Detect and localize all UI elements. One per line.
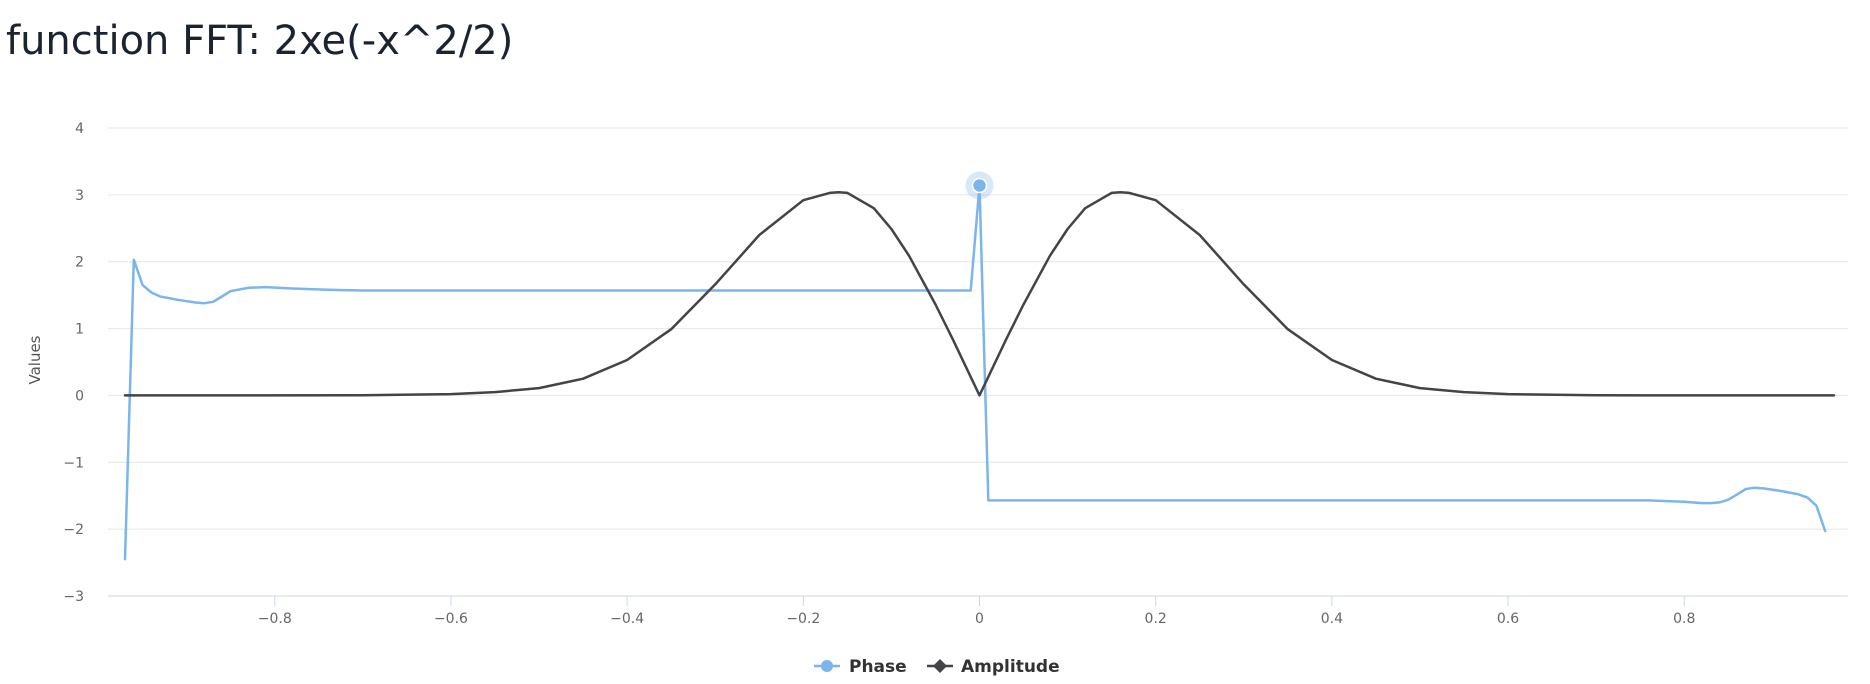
legend-item-amplitude[interactable]: Amplitude xyxy=(927,657,1060,677)
y-tick-label: −3 xyxy=(63,589,84,605)
hover-marker xyxy=(965,171,994,200)
y-tick-label: 2 xyxy=(75,255,84,271)
axes: −3 −2 −1 0 1 2 3 4 −0.8 −0.6 −0.4 −0.2 0 0.2 0.4 0.6 0.8… xyxy=(26,121,1848,627)
x-tick-label: 0 xyxy=(975,611,984,627)
y-tick-label: 4 xyxy=(75,121,84,137)
series-line-phase[interactable] xyxy=(123,184,1827,561)
x-tick-label: −0.4 xyxy=(610,611,644,627)
x-tick-label: 0.4 xyxy=(1321,611,1343,627)
legend-symbol-diamond xyxy=(933,659,947,673)
legend-symbol-circle xyxy=(821,660,833,672)
x-tick-label: −0.6 xyxy=(434,611,468,627)
page-title: function FFT: 2xe(-x^2/2) xyxy=(6,18,514,64)
y-tick-label: 3 xyxy=(75,188,84,204)
x-tick-label: −0.2 xyxy=(786,611,820,627)
x-tick-label: 0.2 xyxy=(1145,611,1167,627)
series-lines xyxy=(123,184,1836,561)
x-tick-label: −0.8 xyxy=(258,611,292,627)
y-axis-title: Values xyxy=(26,335,44,384)
legend-item-phase[interactable]: Phase xyxy=(814,657,907,677)
y-tick-label: −1 xyxy=(63,455,84,471)
x-tick-label: 0.6 xyxy=(1497,611,1519,627)
legend[interactable]: Phase Amplitude xyxy=(814,657,1060,677)
y-tick-label: 0 xyxy=(75,388,84,404)
legend-label: Phase xyxy=(849,657,907,677)
y-tick-label: −2 xyxy=(63,522,84,538)
series-line-amplitude[interactable] xyxy=(123,190,1836,397)
highlighted-point[interactable] xyxy=(971,177,988,194)
x-tick-label: 0.8 xyxy=(1673,611,1695,627)
legend-label: Amplitude xyxy=(961,657,1060,677)
y-tick-label: 1 xyxy=(75,322,84,338)
